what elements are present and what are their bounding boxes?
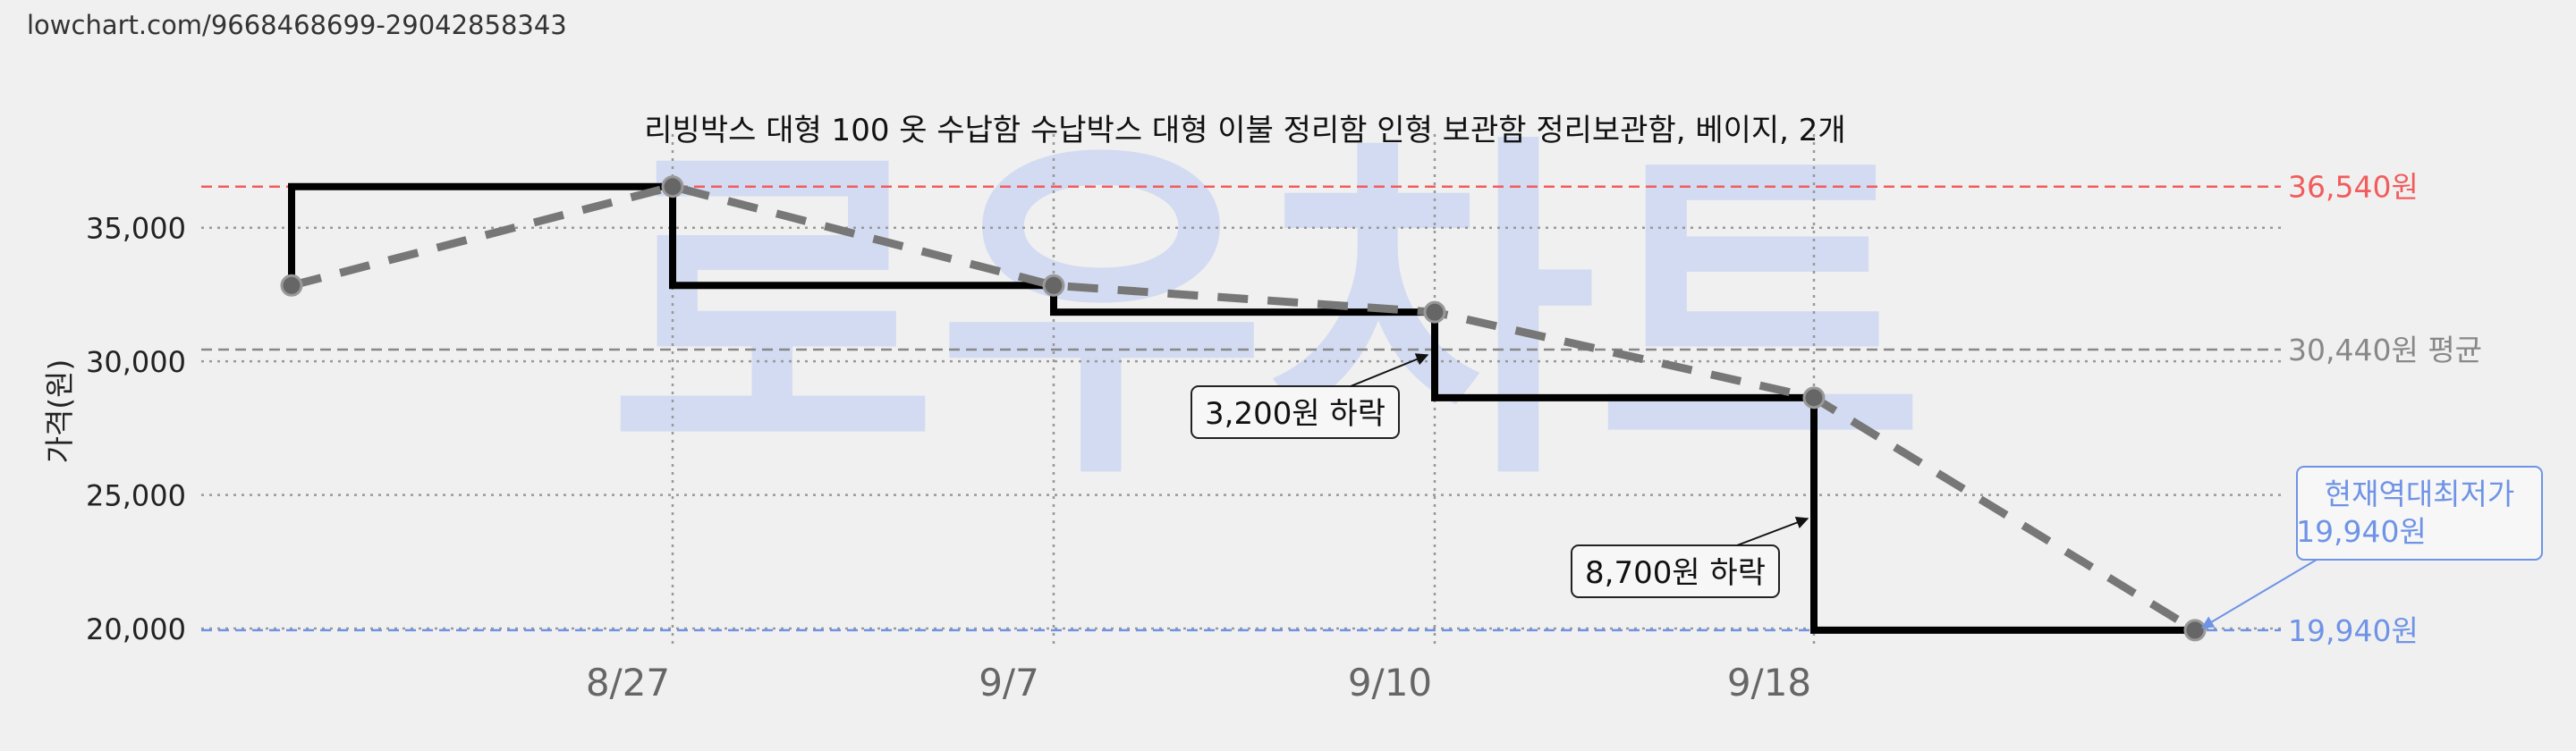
current-low-title: 현재역대최저가 — [2325, 477, 2515, 511]
data-point — [1042, 274, 1065, 297]
reference-line-label: 30,440원 평균 — [2288, 333, 2482, 367]
annotation-box — [1191, 385, 1400, 439]
x-tick-label: 9/18 — [1727, 661, 1811, 705]
current-low-arrow — [2200, 559, 2318, 629]
annotation-arrow — [1350, 353, 1429, 387]
x-tick-label: 9/10 — [1348, 661, 1432, 705]
series-layer — [288, 182, 2198, 634]
data-point — [2183, 619, 2207, 642]
x-tick-label: 8/27 — [586, 661, 670, 705]
price-step-line — [288, 182, 2195, 634]
x-axis-ticks: 8/27 9/7 9/10 9/18 — [586, 661, 1811, 705]
annotation-text: 3,200원 하락 — [1205, 396, 1385, 432]
data-points — [280, 175, 2207, 642]
y-axis-label: 가격(원) — [42, 359, 77, 464]
y-tick-label: 35,000 — [86, 212, 186, 246]
data-point — [280, 274, 303, 297]
reference-line-label: 36,540원 — [2288, 170, 2419, 205]
annotations: 3,200원 하락 8,700원 하락 — [1191, 353, 1809, 598]
x-tick-label: 9/7 — [979, 661, 1039, 705]
data-point — [1423, 300, 1446, 324]
annotation-text: 8,700원 하락 — [1585, 555, 1766, 591]
y-tick-label: 20,000 — [86, 612, 186, 646]
current-low-box — [2296, 466, 2543, 561]
reference-line-label: 19,940원 — [2288, 613, 2419, 648]
data-point — [661, 175, 684, 198]
source-url: lowchart.com/9668468699-29042858343 — [27, 10, 567, 40]
trend-dashed-line — [290, 182, 2198, 634]
y-tick-label: 25,000 — [86, 479, 186, 513]
annotation-arrow — [1736, 516, 1809, 546]
y-tick-label: 30,000 — [86, 345, 186, 379]
chart-title: 리빙박스 대형 100 옷 수납함 수납박스 대형 이불 정리함 인형 보관함 … — [644, 113, 1845, 148]
current-low-price: 19,940원 — [2296, 514, 2427, 549]
annotation-box — [1571, 544, 1780, 598]
data-point — [1802, 386, 1826, 409]
y-axis-ticks: 20,000 25,000 30,000 35,000 — [86, 212, 186, 646]
